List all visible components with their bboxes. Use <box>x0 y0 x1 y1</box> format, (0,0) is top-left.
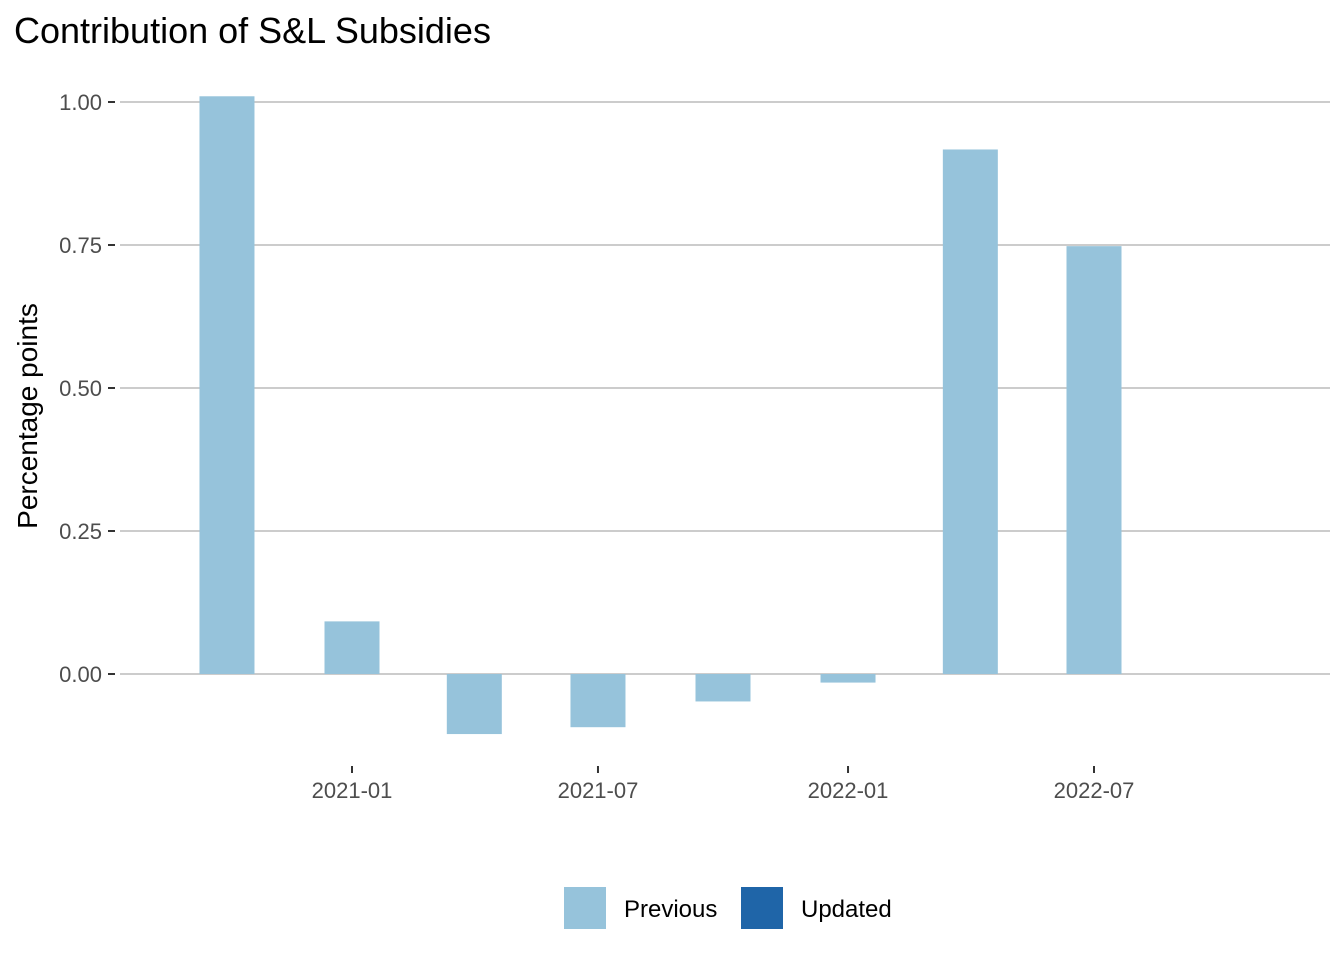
y-tick-label: 0.75 <box>59 233 102 258</box>
chart-title: Contribution of S&L Subsidies <box>14 10 491 51</box>
x-axis: 2021-01 2021-07 2022-01 2022-07 <box>312 766 1135 803</box>
y-tick-label: 0.50 <box>59 376 102 401</box>
legend-swatch-previous <box>564 887 606 929</box>
bar-previous-2021-07 <box>570 674 626 728</box>
legend-label-updated: Updated <box>801 896 892 923</box>
bar-previous-2022-07 <box>1066 246 1122 675</box>
bar-previous-2022-04 <box>942 149 998 674</box>
x-tick-label: 2021-01 <box>312 778 393 803</box>
bar-previous-2020-10 <box>199 96 255 674</box>
y-axis: 0.00 0.25 0.50 0.75 1.00 <box>59 90 115 687</box>
legend-label-previous: Previous <box>624 896 717 923</box>
y-tick-label: 1.00 <box>59 90 102 115</box>
x-tick-label: 2022-01 <box>808 778 889 803</box>
bar-previous-2021-04 <box>446 674 502 735</box>
y-axis-title: Percentage points <box>12 303 43 529</box>
bar-previous-2021-10 <box>695 674 751 702</box>
x-tick-label: 2021-07 <box>558 778 639 803</box>
legend: Previous Updated <box>564 887 892 929</box>
y-tick-label: 0.25 <box>59 519 102 544</box>
legend-swatch-updated <box>741 887 783 929</box>
bar-previous-2022-01 <box>820 674 876 683</box>
x-tick-label: 2022-07 <box>1054 778 1135 803</box>
bars <box>199 96 1122 735</box>
bar-previous-2021-01 <box>324 621 380 674</box>
gridlines <box>120 101 1330 675</box>
y-tick-label: 0.00 <box>59 662 102 687</box>
